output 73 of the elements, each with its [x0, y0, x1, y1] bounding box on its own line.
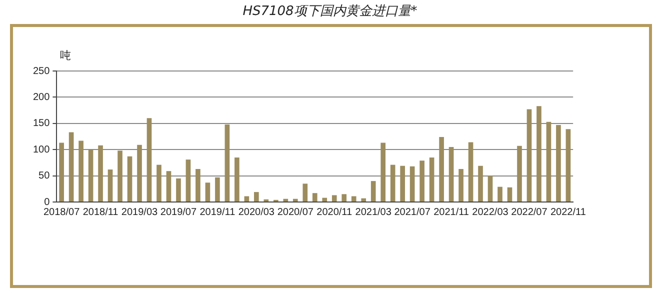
bar [400, 166, 405, 202]
bar [176, 178, 181, 202]
y-tick-label: 0 [44, 196, 50, 208]
bar [322, 198, 328, 202]
x-tick-label: 2021/11 [434, 206, 470, 218]
y-tick-label: 250 [32, 66, 50, 77]
bar [137, 144, 142, 202]
bar [448, 146, 454, 202]
y-tick-label: 150 [32, 118, 50, 130]
bar [536, 106, 542, 202]
bar [507, 187, 512, 202]
x-tick-label: 2021/03 [355, 206, 392, 218]
bar [478, 166, 483, 202]
x-tick-label: 2019/07 [160, 206, 197, 218]
x-tick-label: 2022/03 [472, 206, 509, 218]
bar [224, 124, 230, 202]
bar [98, 145, 103, 202]
bar [439, 137, 444, 202]
bar [254, 192, 259, 202]
bar [78, 140, 84, 202]
bar [526, 109, 532, 202]
bar [410, 166, 415, 202]
x-tick-label: 2020/07 [277, 206, 314, 218]
bar [244, 196, 250, 202]
bar [127, 156, 132, 202]
chart-title: HS7108项下国内黄金进口量* [242, 3, 418, 20]
bar [292, 198, 298, 202]
x-tick-label: 2018/11 [82, 206, 119, 218]
y-tick-label: 100 [32, 144, 50, 156]
bar [566, 129, 571, 202]
bar [332, 195, 337, 202]
bar [205, 182, 210, 202]
bar [517, 146, 522, 202]
bar [234, 157, 240, 202]
x-tick-label: 2019/11 [200, 206, 236, 218]
bar [302, 184, 308, 202]
bar [458, 168, 464, 202]
bar [556, 124, 561, 202]
bar [156, 164, 162, 202]
bar [351, 196, 356, 202]
bar [283, 198, 288, 202]
bar [196, 168, 200, 202]
bar [68, 132, 74, 202]
bar [390, 164, 396, 202]
bar [370, 181, 376, 202]
x-tick-label: 2022/07 [511, 206, 548, 218]
x-tick-label: 2022/11 [550, 206, 586, 218]
bar [166, 171, 172, 202]
bar [546, 122, 552, 202]
bar [186, 160, 191, 202]
bar [88, 150, 94, 202]
bar [118, 150, 122, 202]
x-tick-label: 2020/11 [316, 206, 353, 218]
x-tick-label: 2021/07 [394, 206, 431, 218]
bar [498, 186, 502, 202]
y-tick-label: 200 [32, 92, 50, 103]
y-axis-title: 吨 [60, 48, 71, 63]
bar [361, 198, 366, 202]
bar [146, 118, 152, 202]
bar [429, 157, 434, 202]
x-tick-label: 2019/03 [121, 206, 158, 218]
bar [488, 176, 493, 202]
bar [59, 142, 64, 202]
bar [342, 194, 347, 202]
bar [108, 170, 113, 202]
bar [215, 177, 220, 202]
y-tick-label: 50 [38, 170, 50, 182]
x-tick-label: 2018/07 [43, 206, 80, 218]
bar [468, 142, 474, 202]
bar [420, 160, 424, 202]
bar [380, 142, 386, 202]
x-tick-label: 2020/03 [238, 206, 275, 218]
bar [312, 193, 318, 202]
